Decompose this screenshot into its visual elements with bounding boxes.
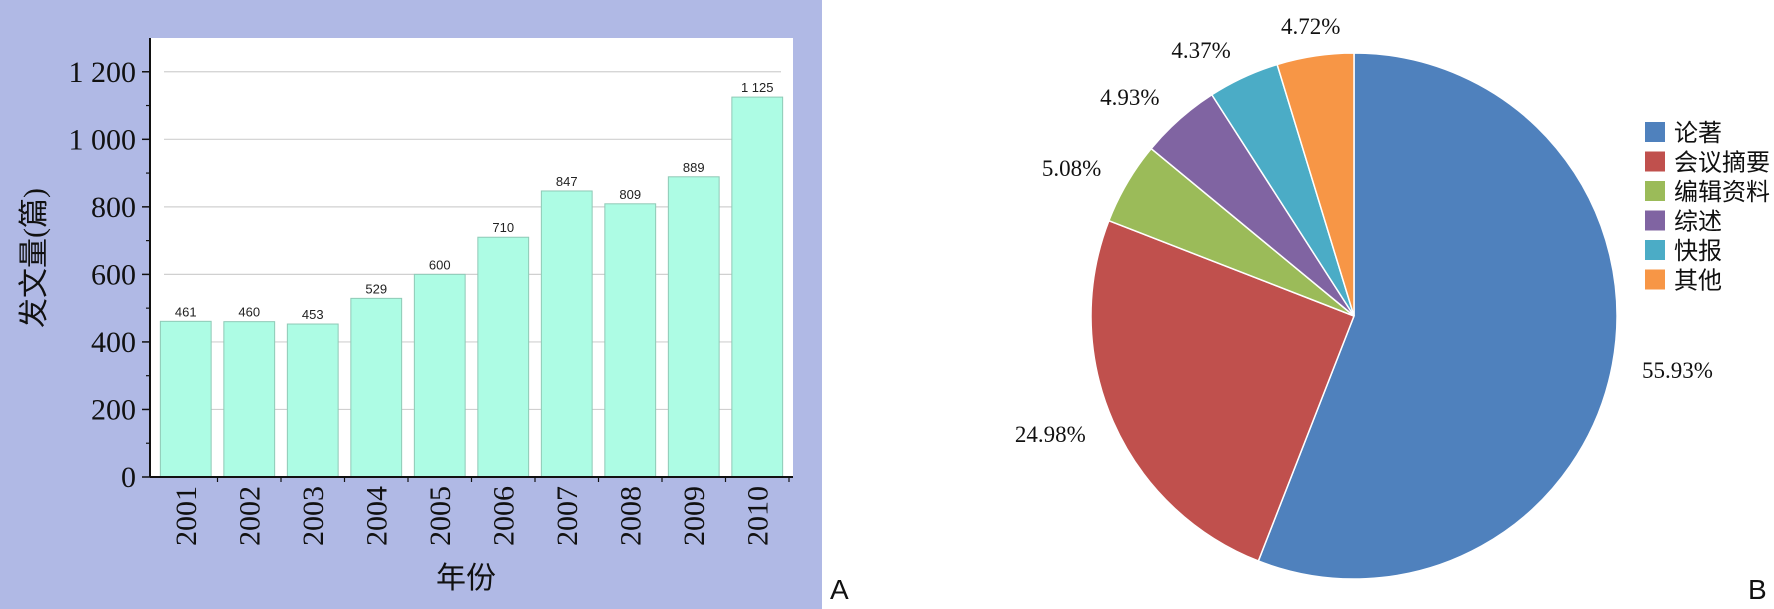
x-tick-labels: 2001 2002 2003 2004 2005 2006 2007 2008 2009 2010 <box>170 486 775 546</box>
bar-data-label: 847 <box>556 174 578 189</box>
x-tick-label: 2005 <box>424 486 457 546</box>
legend-swatch <box>1645 122 1665 142</box>
bar-2007 <box>540 190 593 478</box>
bar-2001 <box>159 320 212 478</box>
x-tick-label: 2006 <box>487 486 520 546</box>
y-tick-label: 1 000 <box>69 123 137 156</box>
bar-data-label: 889 <box>683 160 705 175</box>
x-tick-label: 2008 <box>614 486 647 546</box>
bars <box>159 96 784 478</box>
legend-label: 快报 <box>1674 238 1722 265</box>
y-tick-labels: 0 200 400 600 800 1 000 1 200 <box>69 56 137 494</box>
bar-data-label: 809 <box>619 187 641 202</box>
bar-2002 <box>223 321 276 478</box>
x-tick-label: 2010 <box>741 486 774 546</box>
bar-2010 <box>731 96 784 478</box>
pie-slice-label: 24.98% <box>1015 422 1086 447</box>
bar-2005 <box>413 273 466 478</box>
bar-2009 <box>667 176 720 478</box>
pie-slice-label: 55.93% <box>1642 358 1713 383</box>
legend-label: 综述 <box>1674 209 1722 236</box>
bar-data-label: 460 <box>238 305 260 320</box>
bar-data-label: 453 <box>302 307 324 322</box>
y-tick-label: 1 200 <box>69 56 137 89</box>
legend-swatch <box>1645 269 1665 290</box>
pie-slice-论著 <box>1257 52 1618 580</box>
bar-data-label: 710 <box>492 220 514 235</box>
bar-data-label: 1 125 <box>741 80 774 95</box>
legend-swatch <box>1645 181 1665 201</box>
pie-slice-label: 4.72% <box>1281 14 1340 39</box>
y-tick-label: 800 <box>91 191 136 224</box>
bar-2003 <box>286 323 339 478</box>
pie-slice-labels: 55.93% 24.98% 5.08% 4.93% 4.37% 4.72% <box>1015 14 1713 447</box>
bar-chart-panel: 0 200 400 600 800 1 000 1 200 2001 2002 2003 2004… <box>0 0 822 609</box>
bar-2008 <box>604 203 657 478</box>
x-tick-label: 2001 <box>170 486 203 546</box>
y-tick-label: 0 <box>121 461 136 494</box>
bar-data-label: 600 <box>429 257 451 272</box>
pie-slice-会议摘要 <box>1090 219 1355 562</box>
y-tick-label: 400 <box>91 326 136 359</box>
legend-label: 编辑资料 <box>1674 179 1770 206</box>
x-tick-label: 2003 <box>297 486 330 546</box>
bar-data-label: 461 <box>175 304 197 319</box>
pie-slice-label: 4.93% <box>1100 85 1159 110</box>
x-tick-label: 2009 <box>678 486 711 546</box>
pie-slice-label: 4.37% <box>1171 38 1230 63</box>
y-tick-label: 200 <box>91 393 136 426</box>
panel-label-b: B <box>1748 574 1767 605</box>
x-tick-label: 2004 <box>360 486 393 546</box>
x-tick-label: 2002 <box>233 486 266 546</box>
bar-data-label: 529 <box>365 281 387 296</box>
y-axis-label: 发文量(篇) <box>18 188 51 328</box>
bar-2006 <box>477 236 530 478</box>
bar-axes <box>142 38 793 482</box>
bar-data-labels: 461 460 453 529 600 710 847 809 889 1 125 <box>175 80 774 322</box>
pie-slices <box>1090 52 1618 580</box>
x-tick-label: 2007 <box>551 486 584 546</box>
x-axis-label: 年份 <box>436 562 496 595</box>
legend-swatch <box>1645 210 1665 231</box>
y-tick-label: 600 <box>91 258 136 291</box>
bar-2004 <box>350 297 403 478</box>
pie-chart-panel: 55.93% 24.98% 5.08% 4.93% 4.37% 4.72% 论著会议摘要编… <box>1015 14 1770 580</box>
legend-swatch <box>1645 240 1665 260</box>
pie-slice-label: 5.08% <box>1042 156 1101 181</box>
pie-slice-其他 <box>1276 52 1355 317</box>
panel-label-a: A <box>830 574 849 605</box>
legend-swatch <box>1645 151 1665 172</box>
legend-label: 其他 <box>1674 268 1722 295</box>
legend-label: 会议摘要 <box>1674 150 1770 177</box>
legend-label: 论著 <box>1674 120 1722 147</box>
